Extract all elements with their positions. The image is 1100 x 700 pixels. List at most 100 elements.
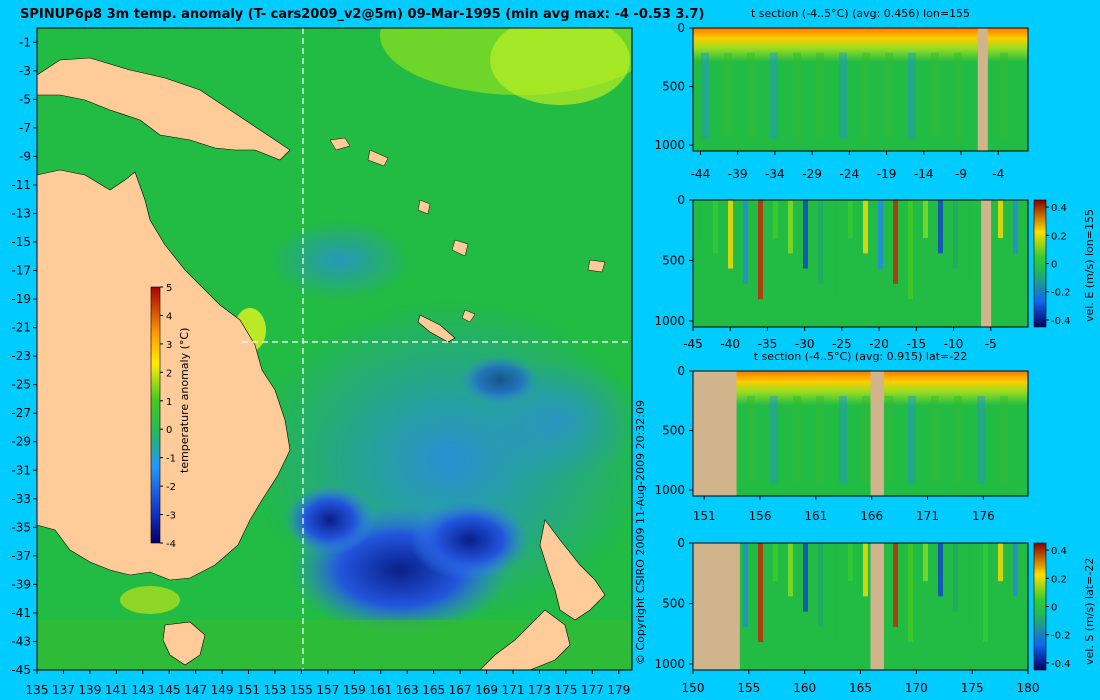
land-new-zealand-south <box>479 609 571 670</box>
map-y-tick-label: -11 <box>11 178 31 192</box>
vel-s-section-lat-22-x-tick-label: 155 <box>737 681 760 695</box>
map-y-tick-label: -45 <box>11 663 31 677</box>
t-section-lon155-y-tick-label: 1000 <box>654 138 685 152</box>
map-x-ticks: 135 137 139 141 143 145 147 149 151 153 155 157 159 1… <box>26 670 630 697</box>
t-section-lat-22-column-feature <box>954 396 962 484</box>
vel-e-section-lon155-velocity-stripe <box>773 200 778 239</box>
vel-s-section-lat-22-x-tick-label: 170 <box>905 681 928 695</box>
map-x-tick-label: 153 <box>264 683 287 697</box>
t-section-lon155-x-tick-label: -24 <box>840 167 860 181</box>
colorbar-tick-label: 3 <box>166 340 172 351</box>
vel-s-section-lat-22-velocity-stripe <box>1013 543 1018 597</box>
vel-s-section-lat-22-velocity-stripe <box>968 543 973 627</box>
t-section-lon155-y-tick-label: 0 <box>677 21 685 35</box>
t-section-lon155-column-feature <box>954 52 962 139</box>
vel-s-section-lat-22-colorbar-label: vel. S (m/s) lat=-22 <box>1083 558 1096 665</box>
vel-e-section-lon155-velocity-stripe <box>758 200 763 300</box>
t-section-lat-22-x-tick-label: 161 <box>804 509 827 523</box>
t-section-lat-22-frame <box>692 370 1029 497</box>
vel-e-section-lon155-colorbar-tick-label: 0.4 <box>1051 203 1067 214</box>
vel-s-section-lat-22-colorbar-tick-label: -0.4 <box>1051 659 1071 670</box>
map-y-tick-label: -9 <box>19 149 31 163</box>
colorbar-tick-label: 4 <box>166 311 172 322</box>
map-frame <box>36 27 633 671</box>
vel-s-section-lat-22-velocity-stripe <box>863 543 868 597</box>
map-y-tick-label: -43 <box>11 634 31 648</box>
colorbar-tick-label: 0 <box>166 425 172 436</box>
t-section-lon155-column-feature <box>701 52 709 139</box>
vel-e-section-lon155-x-tick-label: -15 <box>907 337 927 351</box>
t-section-lat-22-x-tick-label: 166 <box>860 509 883 523</box>
cool-haze-2 <box>270 220 410 300</box>
vel-s-section-lat-22-velocity-stripe <box>788 543 793 597</box>
map-y-tick-label: -29 <box>11 435 31 449</box>
map-x-tick-label: 135 <box>26 683 49 697</box>
t-section-lon155-column-feature <box>816 52 824 139</box>
colorbar-tick-label: 1 <box>166 397 172 408</box>
t-section-lon155-x-tick-label: -34 <box>765 167 785 181</box>
vel-e-section-lon155-velocity-stripe <box>818 200 823 284</box>
t-section-lat-22-column-feature <box>977 396 985 484</box>
vel-s-section-lat-22-velocity-stripe <box>938 543 943 597</box>
vel-s-section-lat-22-colorbar-tick-label: 0.2 <box>1051 574 1067 585</box>
t-section-lon155-column-feature <box>770 52 778 139</box>
t-section-lon155-column-feature <box>862 52 870 139</box>
land-islands <box>329 137 606 323</box>
t-section-lat-22-y-tick-label: 0 <box>677 364 685 378</box>
t-section-lat-22-title: t section (-4..5°C) (avg: 0.915) lat=-22 <box>754 350 967 363</box>
t-section-lon155-x-tick-label: -4 <box>992 167 1004 181</box>
t-section-lat-22-column-feature <box>839 396 847 484</box>
vel-s-section-lat-22-colorbar-tick-label: 0 <box>1051 603 1057 614</box>
map-x-tick-label: 159 <box>343 683 366 697</box>
t-section-lat-22-column-feature <box>885 396 893 484</box>
vel-s-section-lat-22-x-tick-label: 165 <box>849 681 872 695</box>
t-section-lat-22-x-tick-label: 156 <box>749 509 772 523</box>
map-x-tick-label: 139 <box>78 683 101 697</box>
t-section-lat-22-column-feature <box>747 396 755 484</box>
vel-e-section-lon155-colorbar-tick-label: 0.2 <box>1051 231 1067 242</box>
vel-s-section-lat-22-velocity-stripe <box>833 543 838 643</box>
temperature-colorbar-label: temperature anomaly (°C) <box>178 328 191 473</box>
vel-s-section-lat-22-x-tick-label: 150 <box>682 681 705 695</box>
t-section-lat-22-column-feature <box>816 396 824 484</box>
colorbar-tick-label: 2 <box>166 368 172 379</box>
vel-s-section-lat-22-x-tick-label: 160 <box>793 681 816 695</box>
cold-core-2 <box>285 485 375 555</box>
map-y-tick-label: -39 <box>11 577 31 591</box>
t-section-lon155-x-tick-label: -39 <box>728 167 748 181</box>
vel-e-section-lon155-velocity-stripe <box>998 200 1003 239</box>
map-y-tick-label: -35 <box>11 520 31 534</box>
vel-e-section-lon155-velocity-stripe <box>923 200 928 239</box>
t-section-lat-22-panel: t section (-4..5°C) (avg: 0.915) lat=-22… <box>654 350 1029 523</box>
t-section-lon155-x-tick-label: -14 <box>914 167 934 181</box>
vel-s-section-lat-22-panel: 150 155 160 165 170 175 180 0 500 1000 0.4 0.2 0 -0.2… <box>654 536 1096 695</box>
map-y-tick-label: -19 <box>11 292 31 306</box>
map-y-tick-label: -25 <box>11 378 31 392</box>
vel-s-section-lat-22-y-tick-label: 0 <box>677 536 685 550</box>
map-y-tick-label: -15 <box>11 235 31 249</box>
vel-e-section-lon155-velocity-stripe <box>833 200 838 300</box>
map-x-tick-label: 167 <box>449 683 472 697</box>
vel-s-section-lat-22-y-tick-label: 500 <box>662 596 685 610</box>
temperature-colorbar <box>150 286 161 544</box>
land-australia <box>37 169 291 581</box>
colorbar-tick-label: -2 <box>166 482 176 493</box>
vel-s-section-lat-22-velocity-stripe <box>923 543 928 582</box>
t-section-lon155-title: t section (-4..5°C) (avg: 0.456) lon=155 <box>751 7 970 20</box>
vel-e-section-lon155-x-tick-label: -35 <box>758 337 778 351</box>
t-section-lon155-column-feature <box>931 52 939 139</box>
colorbar-tick-label: -3 <box>166 511 176 522</box>
t-section-lat-22-x-tick-label: 176 <box>972 509 995 523</box>
t-section-lon155-frame <box>692 27 1029 152</box>
t-section-lat-22-column-feature <box>793 396 801 484</box>
map-x-tick-label: 177 <box>581 683 604 697</box>
map-y-tick-label: -3 <box>19 64 31 78</box>
map-y-tick-label: -41 <box>11 606 31 620</box>
vel-s-section-lat-22-land-mask <box>870 543 884 670</box>
map-x-tick-label: 169 <box>475 683 498 697</box>
vel-e-section-lon155-velocity-stripe <box>698 200 703 239</box>
map-x-tick-label: 141 <box>105 683 128 697</box>
land-new-guinea <box>37 57 291 161</box>
map-x-tick-label: 149 <box>211 683 234 697</box>
vel-e-section-lon155-y-tick-label: 1000 <box>654 314 685 328</box>
